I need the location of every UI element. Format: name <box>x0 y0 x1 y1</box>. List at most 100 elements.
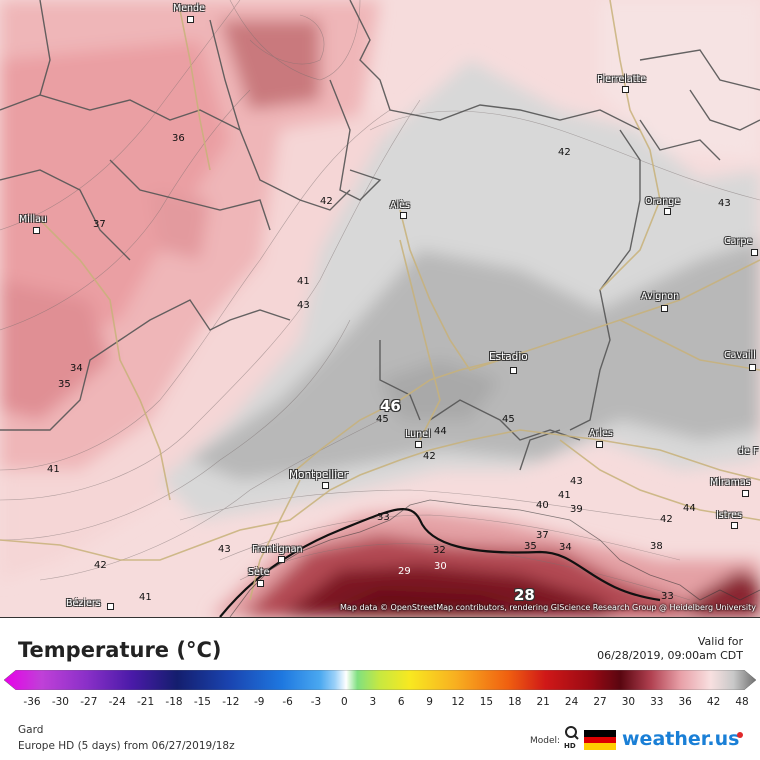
brand-dot-icon <box>737 732 743 738</box>
city-label: Estadio <box>489 351 528 363</box>
city-marker <box>107 603 114 610</box>
region-name: Gard <box>18 724 44 736</box>
contour-label: 45 <box>502 414 515 425</box>
colorbar-tick-label: 48 <box>735 696 749 708</box>
max-temperature-label: 46 <box>380 397 401 415</box>
legend-title: Temperature (°C) <box>18 638 222 662</box>
city-marker <box>257 580 264 587</box>
contour-label: 43 <box>570 476 583 487</box>
colorbar-tick-label: 30 <box>621 696 636 708</box>
colorbar-tick-label: 9 <box>426 696 433 708</box>
map-attribution: Map data © OpenStreetMap contributors, r… <box>340 603 756 612</box>
colorbar-tick-label: -15 <box>193 696 211 708</box>
map-canvas <box>0 0 760 617</box>
contour-label: 33 <box>377 512 390 523</box>
city-label: Sète <box>248 567 270 578</box>
city-label: Orange <box>645 196 681 207</box>
colorbar-tick-label: 18 <box>508 696 522 708</box>
contour-label: 43 <box>718 198 731 209</box>
colorbar-tick-label: 24 <box>564 696 579 708</box>
contour-label: 35 <box>524 541 537 552</box>
valid-for-label: Valid for <box>697 635 743 648</box>
temperature-colorbar <box>4 670 756 690</box>
magnifier-icon <box>565 726 579 740</box>
city-marker <box>187 16 194 23</box>
contour-label: 42 <box>320 196 333 207</box>
contour-label: 35 <box>58 379 71 390</box>
city-label: Mende <box>173 3 205 14</box>
contour-label: 38 <box>650 541 663 552</box>
city-marker <box>742 490 749 497</box>
min-temperature-label: 28 <box>514 586 535 604</box>
city-label: de F <box>738 446 759 457</box>
colorbar-tick-label: -36 <box>23 696 41 708</box>
city-label: Alès <box>390 200 410 211</box>
contour-label: 42 <box>558 147 571 158</box>
colorbar-tick-label: 36 <box>678 696 692 708</box>
city-label: Lunel <box>405 429 431 440</box>
contour-label: 41 <box>139 592 152 603</box>
contour-label: 32 <box>433 545 446 556</box>
contour-label: 41 <box>47 464 60 475</box>
colorbar-tick-label: 0 <box>341 696 348 708</box>
city-marker <box>278 556 285 563</box>
contour-label: 39 <box>570 504 583 515</box>
colorbar-tick-label: -12 <box>222 696 240 708</box>
city-label: Pierrelatte <box>597 74 647 85</box>
contour-label: 33 <box>661 591 674 602</box>
colorbar-tick-label: -21 <box>137 696 155 708</box>
germany-flag-icon <box>584 730 616 750</box>
brand-logo[interactable]: weather.us <box>622 728 740 750</box>
contour-label: 42 <box>94 560 107 571</box>
colorbar-tick-label: -18 <box>165 696 183 708</box>
colorbar-tick-label: -30 <box>51 696 69 708</box>
contour-label: 29 <box>398 566 411 577</box>
contour-label: 44 <box>434 426 447 437</box>
city-marker <box>400 212 407 219</box>
colorbar-tick-label: 21 <box>536 696 550 708</box>
legend-panel: Temperature (°C) Valid for 06/28/2019, 0… <box>0 618 760 760</box>
city-label: Montpellier <box>289 469 348 481</box>
colorbar-tick-label: 42 <box>706 696 721 708</box>
colorbar-tick-label: -27 <box>80 696 98 708</box>
contour-label: 43 <box>218 544 231 555</box>
contour-label: 41 <box>558 490 571 501</box>
contour-label: 34 <box>70 363 83 374</box>
contour-label: 45 <box>376 414 389 425</box>
colorbar-tick-label: 3 <box>369 696 377 708</box>
colorbar-tick-label: 33 <box>650 696 664 708</box>
valid-time-block: Valid for 06/28/2019, 09:00am CDT <box>597 635 743 663</box>
colorbar-tick-label: -3 <box>310 696 322 708</box>
colorbar-tick-label: -9 <box>253 696 265 708</box>
colorbar-tick-label: 27 <box>593 696 607 708</box>
city-marker <box>749 364 756 371</box>
city-label: Arles <box>589 428 613 439</box>
city-label: Béziers <box>66 598 101 609</box>
city-marker <box>622 86 629 93</box>
hd-label: HD <box>564 742 576 750</box>
colorbar-tick-label: -24 <box>108 696 126 708</box>
city-label: Miramas <box>710 477 751 488</box>
contour-label: 30 <box>434 561 447 572</box>
model-label: Model: <box>530 736 561 746</box>
colorbar-tick-label: 6 <box>397 696 405 708</box>
contour-label: 42 <box>423 451 436 462</box>
city-marker <box>322 482 329 489</box>
city-marker <box>596 441 603 448</box>
colorbar-tick-label: 15 <box>479 696 494 708</box>
city-label: Frontignan <box>252 544 303 555</box>
city-marker <box>664 208 671 215</box>
city-label: Avignon <box>641 291 680 302</box>
contour-label: 34 <box>559 542 572 553</box>
contour-label: 37 <box>93 219 106 230</box>
colorbar-tick-label: 12 <box>451 696 465 708</box>
city-marker <box>415 441 422 448</box>
city-label: Carpe <box>724 236 753 247</box>
city-marker <box>731 522 738 529</box>
temperature-map[interactable]: 36 42 42 43 37 41 43 34 35 41 45 45 44 4… <box>0 0 760 618</box>
city-marker <box>751 249 758 256</box>
city-label: Istres <box>716 510 742 521</box>
model-run: Europe HD (5 days) from 06/27/2019/18z <box>18 740 235 752</box>
city-label: Cavaill <box>724 350 756 361</box>
city-marker <box>510 367 517 374</box>
